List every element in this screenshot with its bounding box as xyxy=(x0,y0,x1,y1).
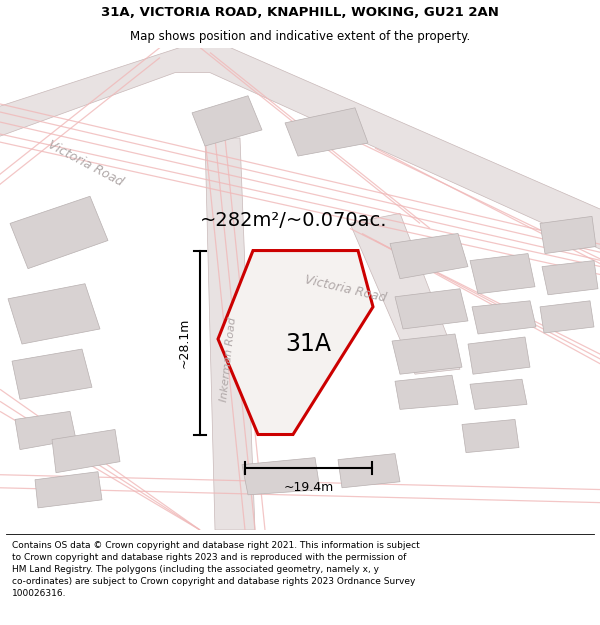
Polygon shape xyxy=(12,349,92,399)
Text: Contains OS data © Crown copyright and database right 2021. This information is : Contains OS data © Crown copyright and d… xyxy=(12,541,420,598)
Polygon shape xyxy=(15,411,76,449)
Polygon shape xyxy=(395,375,458,409)
Polygon shape xyxy=(462,419,519,452)
Text: Victoria Road: Victoria Road xyxy=(45,138,125,188)
Polygon shape xyxy=(0,48,600,254)
Text: 31A, VICTORIA ROAD, KNAPHILL, WOKING, GU21 2AN: 31A, VICTORIA ROAD, KNAPHILL, WOKING, GU… xyxy=(101,6,499,19)
Polygon shape xyxy=(395,289,468,329)
Polygon shape xyxy=(8,284,100,344)
Text: ~28.1m: ~28.1m xyxy=(178,318,191,368)
Polygon shape xyxy=(468,337,530,374)
Polygon shape xyxy=(242,458,320,495)
Text: Victoria Road: Victoria Road xyxy=(303,273,387,304)
Polygon shape xyxy=(540,301,594,333)
Polygon shape xyxy=(205,138,255,530)
Text: Map shows position and indicative extent of the property.: Map shows position and indicative extent… xyxy=(130,29,470,42)
Polygon shape xyxy=(540,216,596,254)
Polygon shape xyxy=(542,261,598,295)
Polygon shape xyxy=(470,254,535,294)
Text: ~19.4m: ~19.4m xyxy=(283,481,334,494)
Text: 31A: 31A xyxy=(285,332,331,356)
Polygon shape xyxy=(338,454,400,488)
Text: Inkerman Road: Inkerman Road xyxy=(218,316,238,402)
Polygon shape xyxy=(350,213,460,374)
Polygon shape xyxy=(10,196,108,269)
Polygon shape xyxy=(472,301,536,334)
Polygon shape xyxy=(470,379,527,409)
Polygon shape xyxy=(52,429,120,472)
Polygon shape xyxy=(192,96,262,146)
Text: ~282m²/~0.070ac.: ~282m²/~0.070ac. xyxy=(200,211,388,230)
Polygon shape xyxy=(35,472,102,508)
Polygon shape xyxy=(392,334,462,374)
Polygon shape xyxy=(390,234,468,279)
Polygon shape xyxy=(218,251,373,434)
Polygon shape xyxy=(285,107,368,156)
